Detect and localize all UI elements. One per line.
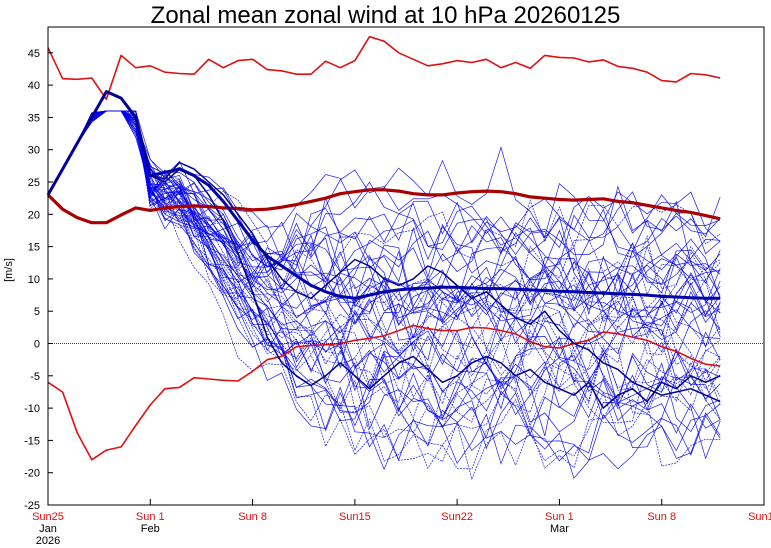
- y-tick-label: -20: [24, 468, 40, 480]
- ensemble-member-line: [47, 110, 721, 470]
- y-tick-label: -25: [24, 500, 40, 512]
- axes: 45 40 35 30 25 20 15 10 5 0 -5 -10 -15 -20 -25Sun25Jan…: [24, 26, 771, 547]
- chart-title: Zonal mean zonal wind at 10 hPa 20260125: [150, 2, 621, 29]
- x-tick-sublabel: Mar: [550, 523, 569, 535]
- ensemble-member-line: [47, 110, 721, 326]
- ensemble-member-line: [47, 110, 721, 462]
- climatology-mean-line: [46, 188, 721, 225]
- y-tick-label: 35: [28, 112, 40, 124]
- x-tick-label: Sun15: [339, 511, 371, 523]
- ensemble-member-line: [47, 110, 721, 422]
- ensemble-member-line: [47, 110, 721, 393]
- climatology-max-line: [47, 35, 721, 101]
- y-tick-label: 25: [28, 177, 40, 189]
- ensemble-member-line: [47, 110, 721, 322]
- y-tick-label: 20: [28, 209, 40, 221]
- x-tick-label: Sun 1: [136, 511, 165, 523]
- ensemble-member-line: [47, 110, 721, 446]
- y-tick-label: 45: [28, 48, 40, 60]
- control-run-line: [47, 90, 721, 409]
- series-lines: [46, 35, 721, 461]
- y-tick-label: 5: [34, 306, 40, 318]
- ensemble-member-line: [47, 110, 721, 355]
- ensemble-mean-line: [46, 90, 721, 300]
- ensemble-member-line: [47, 110, 721, 259]
- ensemble-member-line: [47, 110, 721, 405]
- ensemble-member-line: [47, 110, 721, 434]
- ensemble-member-line: [47, 110, 721, 351]
- y-tick-label: 15: [28, 242, 40, 254]
- ensemble-member-line: [47, 110, 721, 338]
- ensemble-member-line: [47, 110, 721, 481]
- x-tick-label: Sun25: [32, 511, 64, 523]
- control-run-line: [47, 90, 721, 403]
- y-axis-label: [m/s]: [3, 258, 15, 282]
- ensemble-member-line: [47, 110, 721, 354]
- ensemble-member-line: [47, 110, 721, 318]
- ensemble-member-line: [47, 110, 721, 405]
- ensemble-member-line: [47, 110, 721, 343]
- x-tick-year: 2026: [36, 535, 60, 547]
- y-tick-label: 40: [28, 80, 40, 92]
- plot-frame: [47, 26, 765, 506]
- ensemble-member-line: [47, 110, 721, 382]
- x-tick-label: Sun22: [441, 511, 473, 523]
- x-tick-sublabel: Feb: [141, 523, 160, 535]
- y-tick-label: 10: [28, 274, 40, 286]
- ensemble-member-line: [47, 110, 721, 347]
- ensemble-member-line: [47, 110, 721, 348]
- y-tick-label: 30: [28, 145, 40, 157]
- x-tick-sublabel: Jan: [39, 523, 57, 535]
- x-tick-label: Sun 8: [238, 511, 267, 523]
- ensemble-member-line: [47, 110, 721, 452]
- y-tick-label: 0: [34, 339, 40, 351]
- ensemble-member-line: [47, 110, 721, 471]
- ensemble-member-line: [47, 110, 721, 424]
- y-tick-label: -5: [30, 371, 40, 383]
- ensemble-member-line: [47, 110, 721, 290]
- x-tick-label: Sun 8: [647, 511, 676, 523]
- y-tick-label: -15: [24, 435, 40, 447]
- climatology-min-line: [47, 324, 721, 461]
- ensemble-member-line: [47, 110, 721, 388]
- x-tick-label: Sun15: [748, 511, 771, 523]
- ensemble-member-line: [47, 110, 721, 450]
- x-tick-label: Sun 1: [545, 511, 574, 523]
- ensemble-member-line: [47, 110, 721, 288]
- y-tick-label: -10: [24, 403, 40, 415]
- ensemble-member-line: [47, 110, 721, 355]
- ensemble-member-line: [47, 110, 721, 470]
